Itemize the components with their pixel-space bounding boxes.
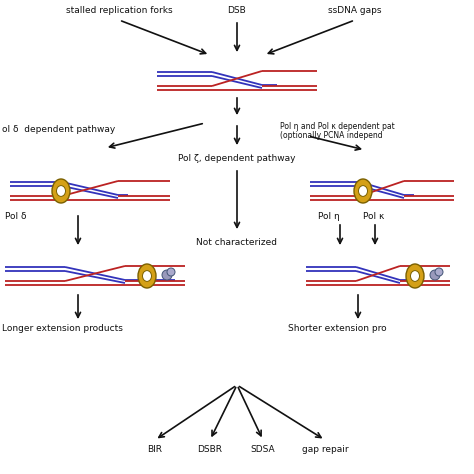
Text: Not characterized: Not characterized xyxy=(197,238,277,247)
Circle shape xyxy=(162,270,172,280)
Text: DSBR: DSBR xyxy=(198,445,222,454)
Ellipse shape xyxy=(138,264,156,288)
Text: SDSA: SDSA xyxy=(251,445,275,454)
Ellipse shape xyxy=(358,186,367,196)
Text: ssDNA gaps: ssDNA gaps xyxy=(328,6,382,15)
Text: Pol ζ, dependent pathway: Pol ζ, dependent pathway xyxy=(178,154,296,163)
Circle shape xyxy=(167,268,175,276)
Text: gap repair: gap repair xyxy=(301,445,348,454)
Ellipse shape xyxy=(410,271,419,282)
Text: (optionally PCNA independ: (optionally PCNA independ xyxy=(280,131,383,140)
Ellipse shape xyxy=(354,179,372,203)
Ellipse shape xyxy=(406,264,424,288)
Text: Shorter extension pro: Shorter extension pro xyxy=(288,324,387,333)
Text: Pol δ: Pol δ xyxy=(5,212,27,221)
Text: BIR: BIR xyxy=(147,445,163,454)
Ellipse shape xyxy=(143,271,152,282)
Text: Longer extension products: Longer extension products xyxy=(2,324,123,333)
Ellipse shape xyxy=(52,179,70,203)
Ellipse shape xyxy=(56,186,65,196)
Text: ol δ  dependent pathway: ol δ dependent pathway xyxy=(2,125,115,134)
Text: DSB: DSB xyxy=(228,6,246,15)
Circle shape xyxy=(435,268,443,276)
Circle shape xyxy=(430,270,440,280)
Text: Pol η: Pol η xyxy=(318,212,340,221)
Text: stalled replication forks: stalled replication forks xyxy=(66,6,173,15)
Text: Pol κ: Pol κ xyxy=(363,212,384,221)
Text: Pol η and Pol κ dependent pat: Pol η and Pol κ dependent pat xyxy=(280,122,395,131)
